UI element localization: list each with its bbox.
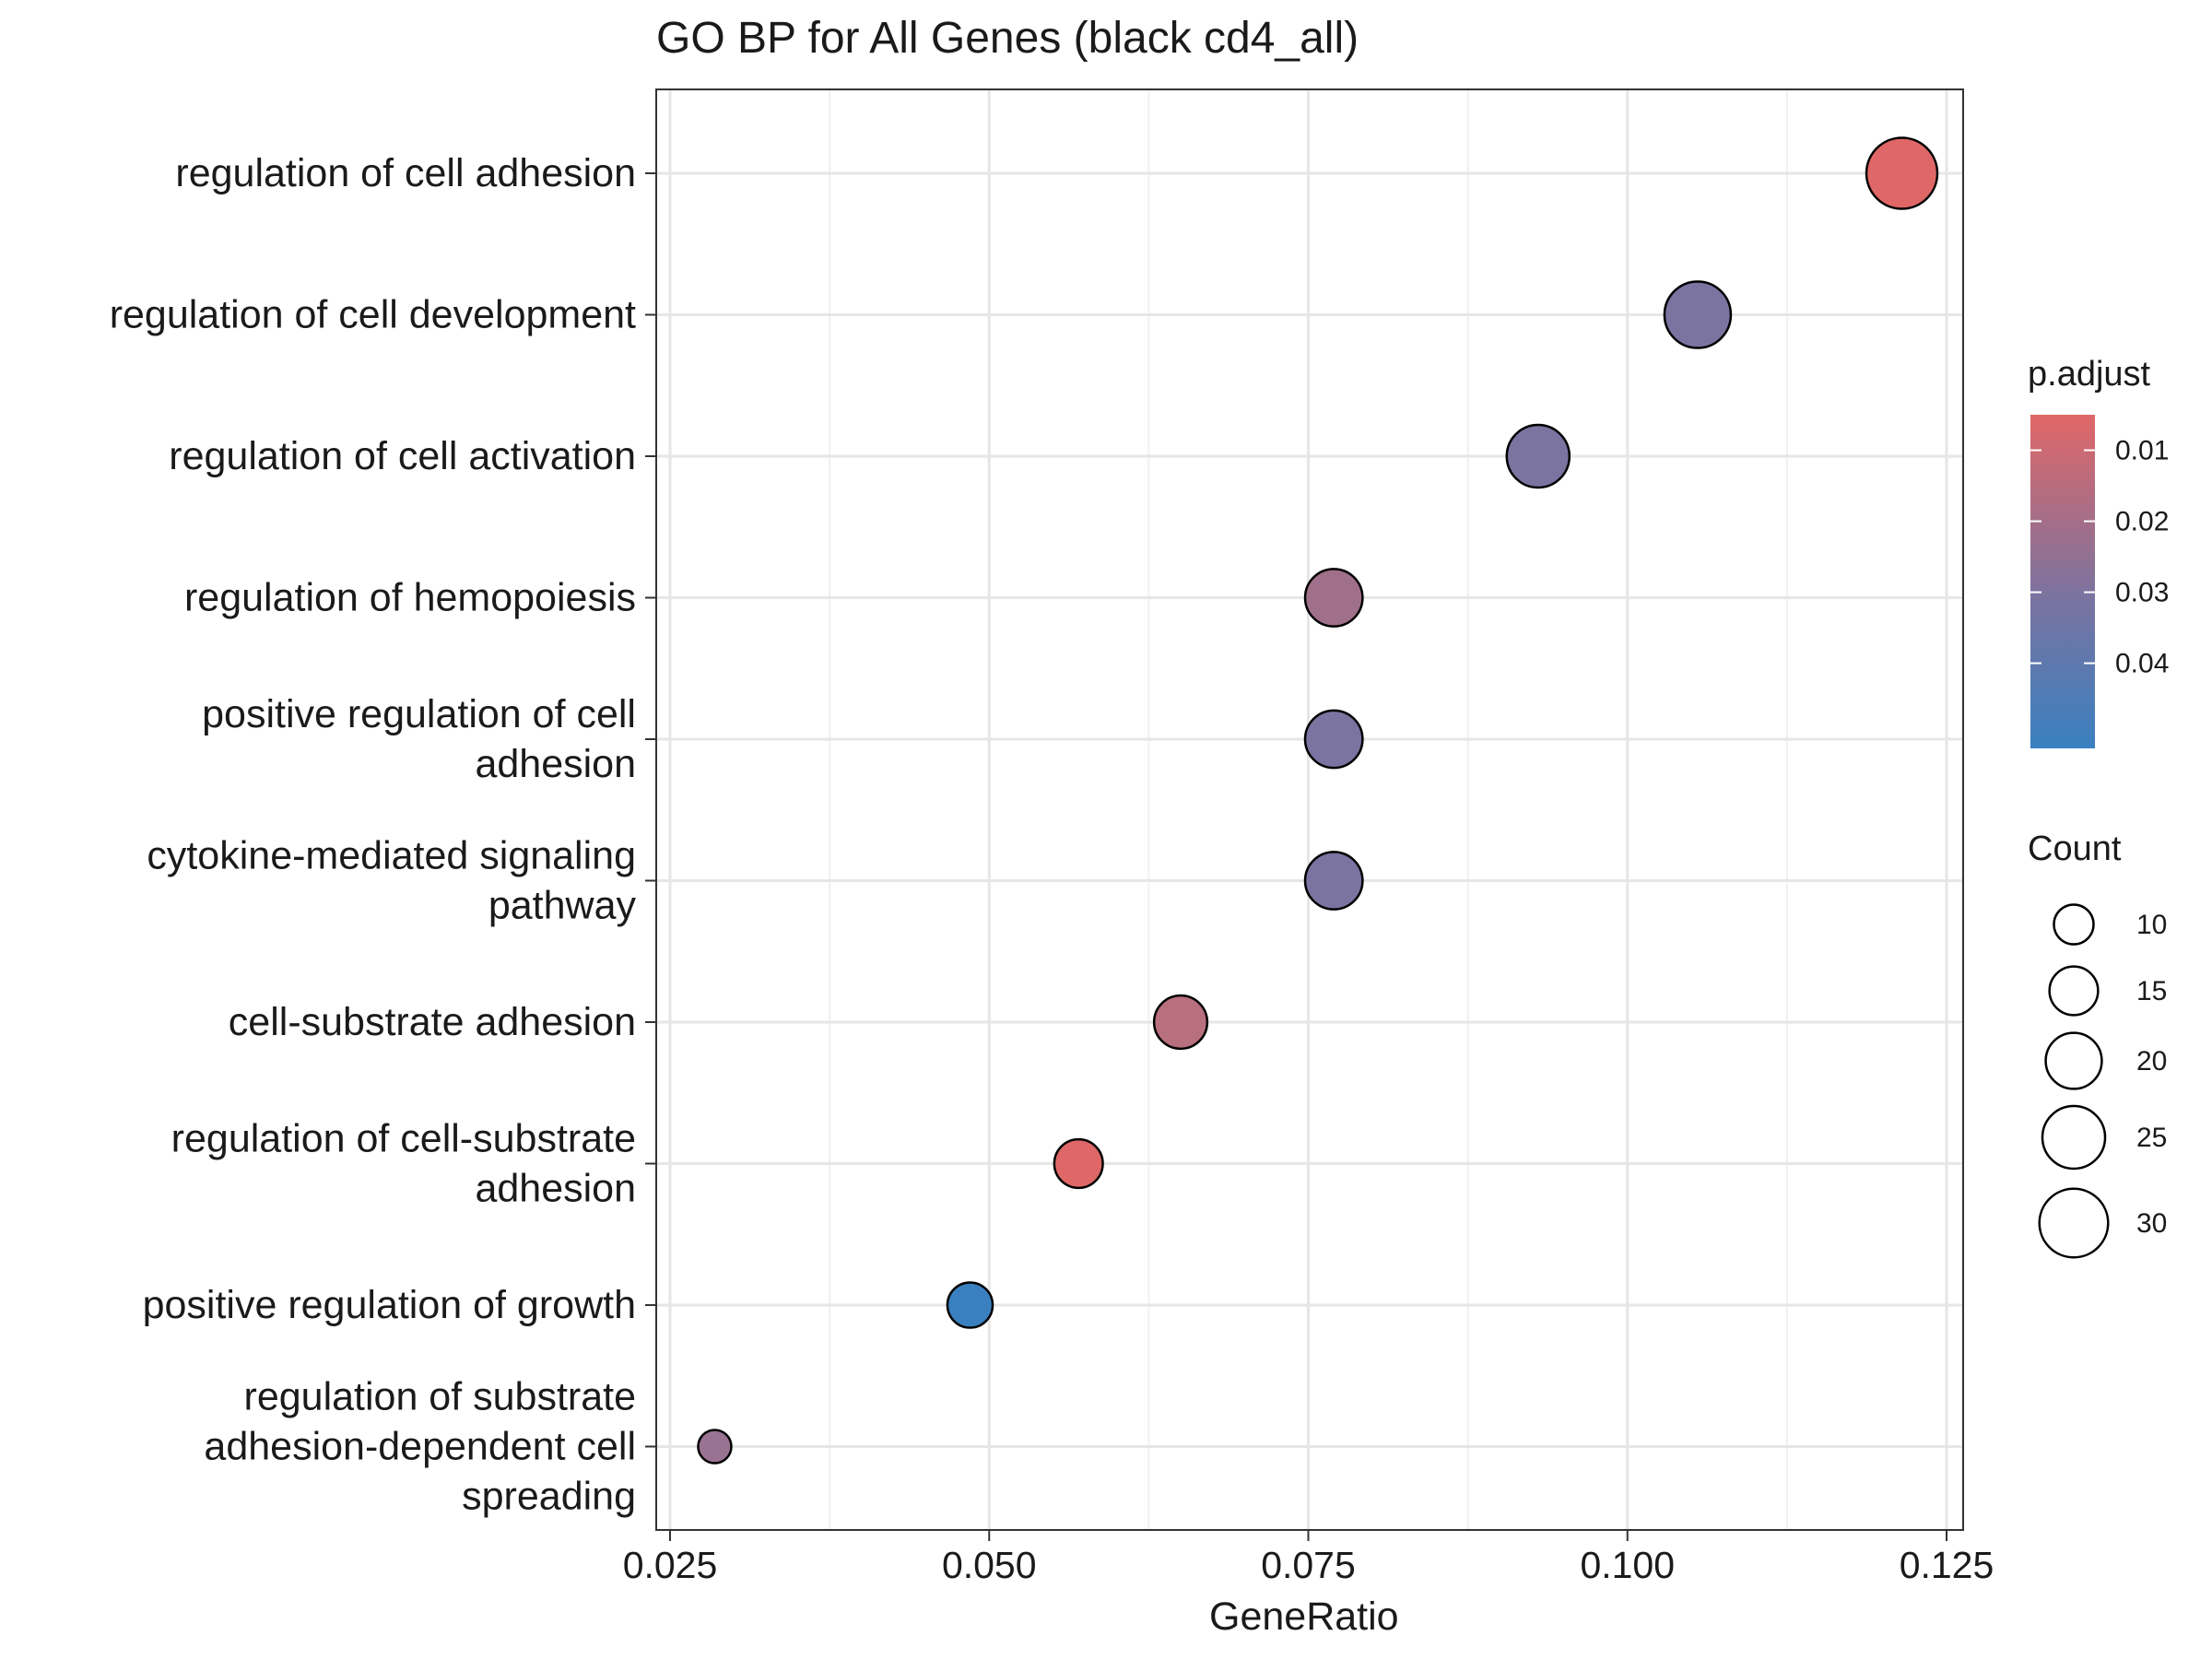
- size-legend-label: 20: [2136, 1046, 2167, 1077]
- data-point: [1303, 709, 1364, 770]
- y-category-label: regulation of cell activation: [169, 434, 636, 478]
- data-point: [1505, 423, 1571, 489]
- x-tick-label: 0.050: [942, 1544, 1037, 1586]
- size-legend-circle: [2038, 1187, 2110, 1259]
- x-axis-label: GeneRatio: [1209, 1594, 1399, 1639]
- size-legend-circle: [2053, 903, 2095, 946]
- x-tick-label: 0.125: [1900, 1544, 1994, 1586]
- color-legend-label: 0.03: [2115, 578, 2169, 608]
- y-category-label: cytokine-mediated signaling pathway: [147, 834, 636, 928]
- color-legend-label: 0.04: [2115, 649, 2169, 679]
- x-tick-label: 0.025: [623, 1544, 718, 1586]
- y-category-label: cell-substrate adhesion: [229, 1000, 636, 1044]
- x-tick-label: 0.100: [1580, 1544, 1675, 1586]
- x-tick-label: 0.075: [1261, 1544, 1356, 1586]
- color-legend-label: 0.01: [2115, 436, 2169, 466]
- y-category-label: regulation of cell adhesion: [175, 151, 636, 195]
- data-point: [1663, 280, 1733, 349]
- size-legend-circle: [2044, 1031, 2103, 1090]
- size-legend-label: 25: [2136, 1123, 2167, 1153]
- chart-title: GO BP for All Genes (black cd4_all): [656, 14, 1359, 63]
- size-legend-circle: [2041, 1104, 2107, 1171]
- y-category-label: regulation of hemopoiesis: [184, 576, 636, 620]
- data-point: [1053, 1137, 1104, 1190]
- panel-border: [655, 88, 1964, 1531]
- size-legend-circle: [2048, 965, 2100, 1017]
- size-legend-label: 30: [2136, 1208, 2167, 1239]
- y-category-label: positive regulation of cell adhesion: [202, 692, 636, 786]
- y-category-label: regulation of cell-substrate adhesion: [171, 1117, 636, 1211]
- data-point: [1303, 568, 1364, 628]
- data-point: [946, 1281, 994, 1329]
- color-legend-bar: [2030, 415, 2095, 748]
- y-category-label: positive regulation of growth: [143, 1283, 636, 1327]
- legend-size-title: Count: [2028, 830, 2122, 868]
- data-point: [1865, 136, 1939, 210]
- data-point: [1152, 994, 1209, 1051]
- size-legend-label: 10: [2136, 910, 2167, 940]
- data-point: [1303, 851, 1364, 911]
- y-category-label: regulation of substrate adhesion-dependen…: [204, 1375, 636, 1519]
- y-category-label: regulation of cell development: [110, 293, 636, 337]
- color-legend-label: 0.02: [2115, 507, 2169, 537]
- data-point: [697, 1429, 733, 1465]
- legend-color-title: p.adjust: [2028, 355, 2151, 394]
- size-legend-label: 15: [2136, 976, 2167, 1006]
